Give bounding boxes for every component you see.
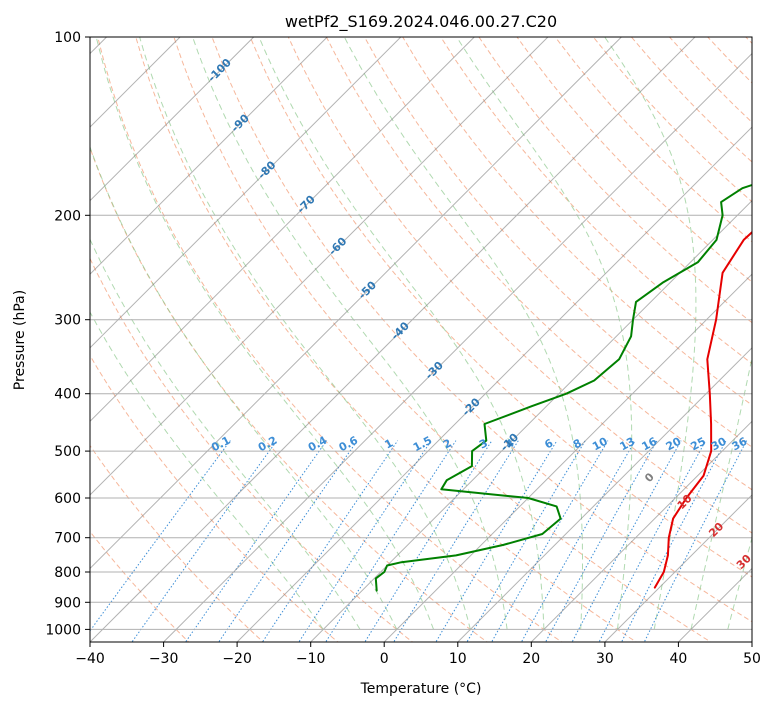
isotherm-line bbox=[604, 494, 752, 642]
isotherm-line bbox=[90, 37, 549, 496]
dry-adiabat-line bbox=[364, 37, 752, 448]
x-tick-label: −30 bbox=[149, 651, 179, 667]
y-tick-label: 600 bbox=[54, 491, 81, 507]
pressure-gridlines bbox=[90, 37, 752, 630]
mixing-ratio-label: 20 bbox=[664, 435, 684, 454]
moist-adiabat-line bbox=[456, 37, 633, 630]
mixing-ratio-label: 10 bbox=[590, 435, 610, 454]
mixing-ratio-line bbox=[520, 440, 636, 642]
mixing-ratio-line bbox=[643, 440, 748, 642]
y-tick-label: 400 bbox=[54, 387, 81, 403]
x-tick-label: −10 bbox=[296, 651, 326, 667]
y-tick-label: 500 bbox=[54, 444, 81, 460]
mixing-ratio-label: 16 bbox=[640, 435, 660, 454]
moist-adiabat-line bbox=[139, 37, 471, 630]
mixing-ratio-line bbox=[545, 440, 658, 642]
moist-adiabat-line bbox=[343, 37, 583, 630]
dry-adiabat-line bbox=[440, 37, 752, 365]
mixing-ratio-line bbox=[435, 440, 558, 642]
isotherms bbox=[90, 37, 752, 642]
mixing-ratio-line bbox=[491, 440, 609, 642]
moist-adiabat-line bbox=[95, 37, 435, 630]
x-axis-ticks: −40 −30 −20 −10 0 10 20 30 40 50 bbox=[75, 642, 761, 667]
isotherm-line bbox=[310, 199, 752, 642]
y-tick-label: 900 bbox=[54, 595, 81, 611]
moist-adiabat-line bbox=[727, 536, 752, 630]
isotherm-line bbox=[90, 37, 402, 349]
x-tick-label: 20 bbox=[522, 651, 540, 667]
x-tick-label: 0 bbox=[380, 651, 389, 667]
plot-frame bbox=[89, 36, 753, 643]
mixing-ratio-label: 36 bbox=[730, 435, 750, 454]
dewpoint-line bbox=[374, 183, 752, 592]
isotherm-line bbox=[90, 37, 255, 202]
mixing-ratio-line bbox=[621, 440, 727, 642]
dry-adiabat-line bbox=[287, 37, 752, 534]
mixing-ratio-label: 30 bbox=[709, 435, 729, 454]
plot-area: 0.1 0.2 0.4 0.6 1 1.5 2 3 4 6 8 10 13 16 20 25 30 36 -100… bbox=[90, 37, 752, 642]
dry-adiabat-line bbox=[173, 37, 712, 642]
moist-adiabat-line bbox=[604, 37, 697, 630]
dry-adiabat-line bbox=[97, 37, 563, 642]
mixing-ratio-line bbox=[325, 440, 457, 642]
y-tick-label: 300 bbox=[54, 313, 81, 329]
dry-adiabat-line bbox=[249, 37, 752, 578]
mixing-ratio-line bbox=[298, 440, 432, 642]
y-axis-ticks: 100 200 300 400 500 600 700 800 900 1000 bbox=[45, 30, 90, 638]
x-tick-label: 10 bbox=[449, 651, 467, 667]
x-tick-label: 50 bbox=[743, 651, 761, 667]
moist-adiabat-line bbox=[90, 145, 398, 630]
isotherm-line bbox=[90, 37, 328, 275]
mixing-ratio-lines bbox=[90, 440, 748, 642]
isotherm-line bbox=[383, 273, 752, 642]
mixing-ratio-line bbox=[364, 440, 493, 642]
y-tick-label: 200 bbox=[54, 208, 81, 224]
chart-title: wetPf2_S169.2024.046.00.27.C20 bbox=[285, 12, 557, 32]
temperature-line bbox=[653, 230, 752, 589]
isotherm-line bbox=[236, 126, 752, 642]
mixing-ratio-line bbox=[218, 440, 358, 642]
dry-adiabat-line bbox=[325, 37, 752, 491]
mixing-ratio-labels: 0.1 0.2 0.4 0.6 1 1.5 2 3 4 6 8 10 13 16 20 25 30 36 bbox=[209, 434, 749, 455]
x-tick-label: −20 bbox=[222, 651, 252, 667]
mixing-ratio-line bbox=[131, 440, 278, 642]
mixing-ratio-label: 13 bbox=[618, 435, 638, 454]
isotherm-line bbox=[90, 37, 622, 570]
x-tick-label: 30 bbox=[596, 651, 614, 667]
x-tick-label: −40 bbox=[75, 651, 105, 667]
mixing-ratio-line bbox=[90, 440, 231, 632]
series-lines bbox=[374, 183, 752, 592]
moist-adiabat-line bbox=[258, 37, 545, 630]
moist-adiabat-line bbox=[90, 238, 361, 630]
y-tick-label: 100 bbox=[54, 30, 81, 46]
x-axis-label: Temperature (°C) bbox=[360, 681, 482, 697]
isotherm-line bbox=[457, 347, 752, 642]
y-tick-label: 1000 bbox=[45, 622, 81, 638]
mixing-ratio-line bbox=[598, 440, 707, 642]
y-axis-label: Pressure (hPa) bbox=[12, 290, 28, 390]
isotherm-line bbox=[90, 37, 696, 642]
moist-adiabat-line bbox=[690, 355, 752, 630]
x-tick-label: 40 bbox=[669, 651, 687, 667]
mixing-ratio-line bbox=[261, 440, 399, 642]
y-tick-label: 700 bbox=[54, 531, 81, 547]
mixing-ratio-label: 25 bbox=[688, 435, 708, 454]
isotherm-line bbox=[163, 52, 752, 642]
dry-adiabat-line bbox=[90, 444, 264, 642]
isotherm-line bbox=[530, 420, 752, 642]
isotherm-line bbox=[90, 37, 475, 423]
dry-adiabat-line bbox=[90, 354, 339, 642]
y-tick-label: 800 bbox=[54, 565, 81, 581]
